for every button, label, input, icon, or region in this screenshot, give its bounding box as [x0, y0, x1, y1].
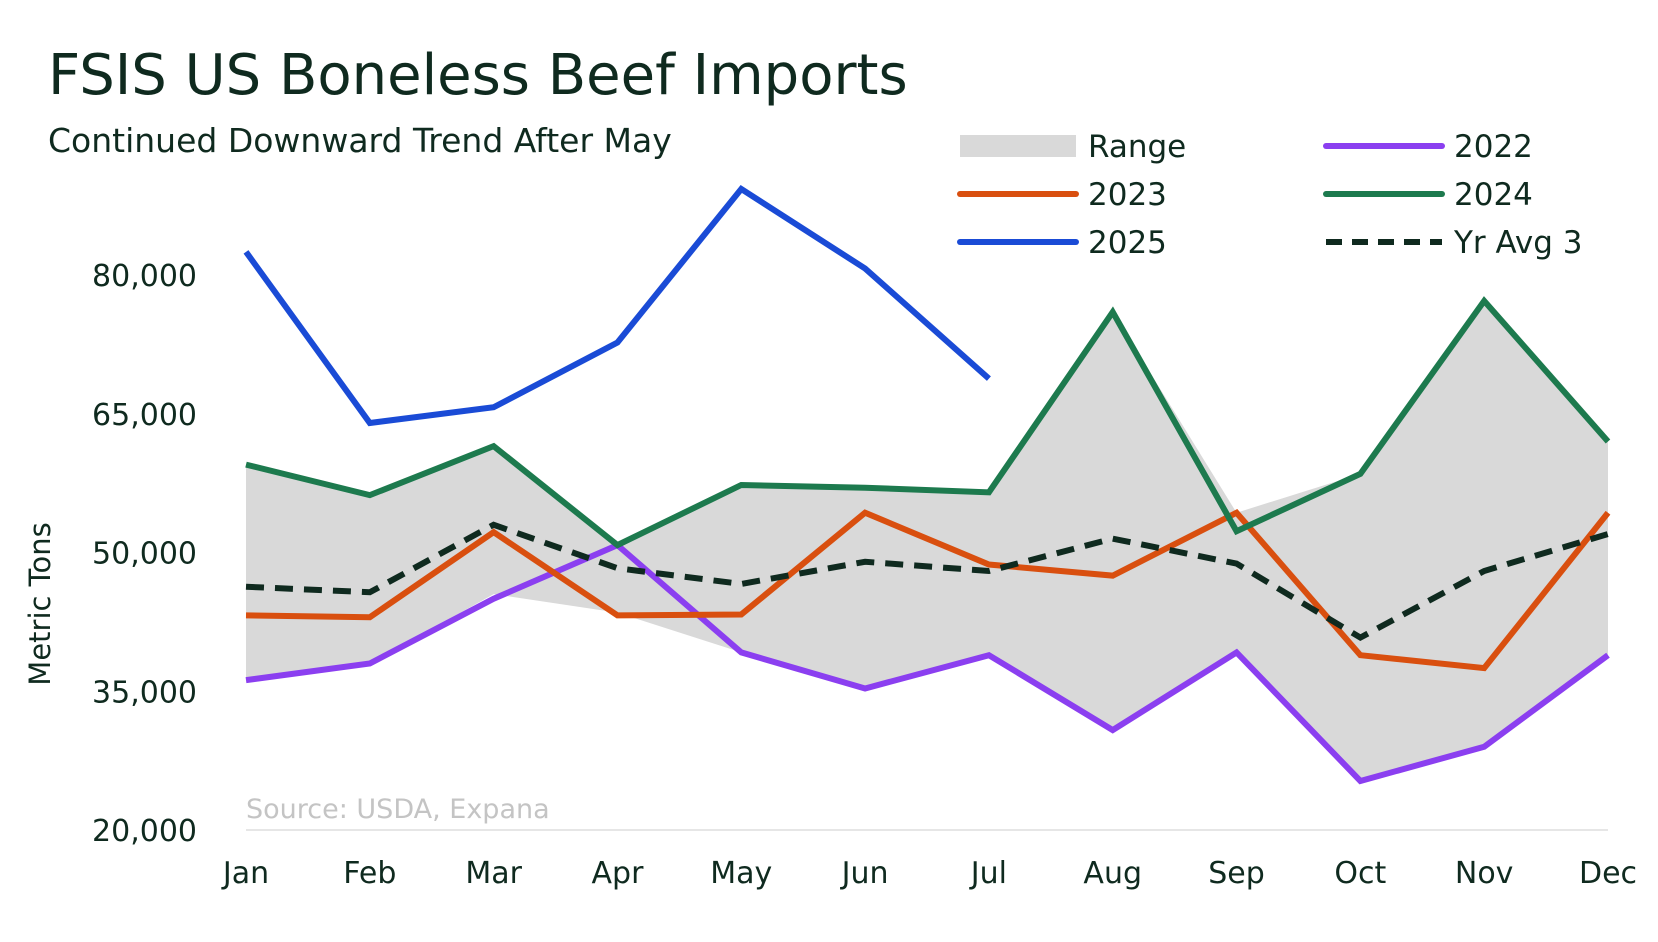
- x-tick-label: Oct: [1334, 856, 1386, 891]
- legend-label: Range: [1088, 129, 1186, 165]
- legend-label: 2023: [1088, 177, 1167, 213]
- legend-item-2022: 2022: [1323, 129, 1533, 165]
- y-axis-title: Metric Tons: [23, 522, 57, 685]
- y-tick-label: 20,000: [92, 814, 197, 849]
- legend: Range 2022 2023 2024 2025 Yr Avg 3: [957, 129, 1583, 261]
- y-tick-label: 65,000: [92, 398, 197, 433]
- legend-item-2025: 2025: [957, 225, 1167, 261]
- chart-title: FSIS US Boneless Beef Imports: [48, 43, 908, 108]
- x-tick-label: Apr: [592, 856, 645, 891]
- x-tick-label: May: [710, 856, 772, 891]
- x-tick-label: Jul: [969, 856, 1007, 891]
- legend-item-2024: 2024: [1323, 177, 1533, 213]
- x-tick-label: Aug: [1083, 856, 1142, 891]
- legend-swatch: [960, 135, 1076, 157]
- legend-item-2023: 2023: [957, 177, 1167, 213]
- x-tick-label: Mar: [465, 856, 522, 891]
- x-tick-label: Sep: [1208, 856, 1265, 891]
- y-tick-label: 35,000: [92, 675, 197, 710]
- series-layer: [243, 184, 1611, 785]
- legend-label: 2025: [1088, 225, 1167, 261]
- legend-label: 2022: [1454, 129, 1533, 165]
- legend-label: 2024: [1454, 177, 1533, 213]
- series-line-2024: [245, 296, 1611, 549]
- x-tick-label: Nov: [1455, 856, 1514, 891]
- x-tick-label: Dec: [1579, 856, 1637, 891]
- axis-layer: 20,000 35,000 50,000 65,000 80,000 Jan Feb Mar A…: [92, 259, 1637, 891]
- x-tick-label: Feb: [343, 856, 396, 891]
- series-line-2025: [243, 184, 991, 427]
- x-tick-label: Jan: [221, 856, 269, 891]
- legend-item-range: Range: [960, 129, 1186, 165]
- y-tick-label: 50,000: [92, 537, 197, 572]
- series-line-yr-avg-3: [245, 521, 1609, 642]
- plot-area: 20,000 35,000 50,000 65,000 80,000 Jan Feb Mar A…: [92, 184, 1637, 891]
- x-tick-label: Jun: [840, 856, 889, 891]
- legend-label: Yr Avg 3: [1453, 225, 1583, 261]
- series-line-2022: [245, 541, 1610, 785]
- legend-item-yr-avg-3: Yr Avg 3: [1326, 225, 1583, 261]
- chart-subtitle: Continued Downward Trend After May: [48, 121, 672, 160]
- y-tick-label: 80,000: [92, 259, 197, 294]
- source-note: Source: USDA, Expana: [246, 794, 550, 825]
- series-line-2023: [245, 508, 1611, 672]
